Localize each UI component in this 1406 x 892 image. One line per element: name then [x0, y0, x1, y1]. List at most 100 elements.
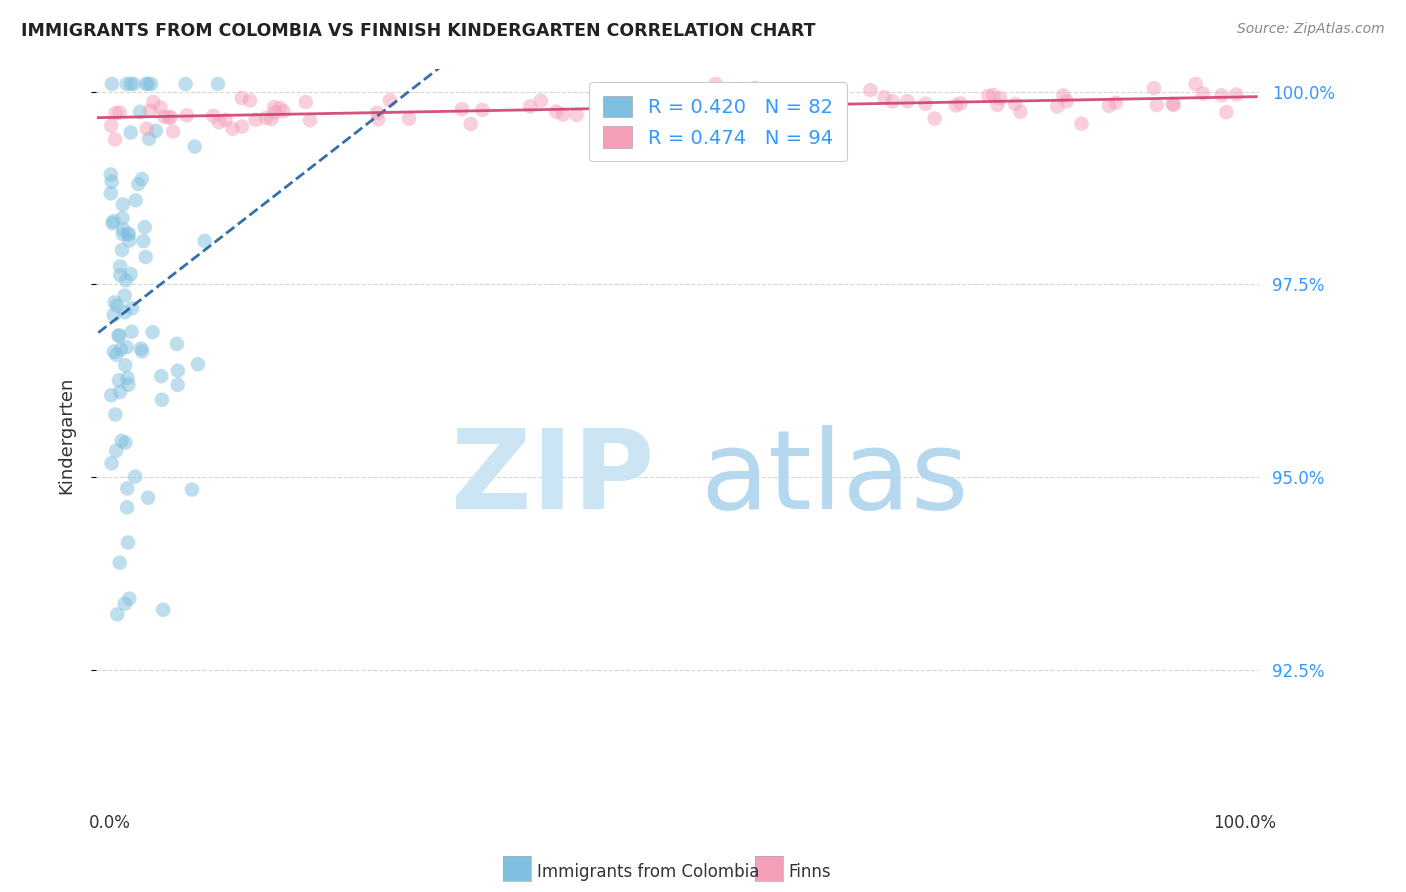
- Point: [162, 124, 184, 138]
- Point: [124, 469, 146, 483]
- Point: [166, 337, 188, 351]
- Point: [254, 111, 277, 125]
- Point: [747, 103, 769, 117]
- Point: [117, 535, 139, 549]
- Point: [208, 115, 231, 129]
- Point: [159, 110, 181, 124]
- Point: [157, 111, 180, 125]
- Point: [138, 132, 160, 146]
- Point: [451, 102, 474, 116]
- Point: [245, 112, 267, 127]
- Point: [977, 88, 1000, 103]
- Point: [166, 364, 188, 378]
- Point: [616, 95, 638, 109]
- Point: [103, 344, 125, 359]
- Point: [134, 220, 156, 235]
- Point: [100, 168, 122, 182]
- Point: [103, 214, 125, 228]
- Point: [139, 103, 162, 118]
- Point: [114, 359, 136, 373]
- Point: [1225, 87, 1247, 102]
- Point: [114, 597, 136, 611]
- Point: [135, 250, 157, 264]
- Point: [108, 260, 131, 274]
- Point: [114, 288, 136, 302]
- Point: [367, 112, 389, 127]
- Point: [152, 603, 174, 617]
- Point: [174, 77, 197, 91]
- Point: [260, 112, 283, 127]
- Point: [949, 96, 972, 111]
- Point: [207, 77, 229, 91]
- Point: [125, 194, 148, 208]
- Point: [111, 211, 134, 225]
- Text: Finns: Finns: [789, 863, 831, 881]
- Point: [100, 119, 122, 133]
- Point: [118, 227, 141, 241]
- Point: [112, 223, 135, 237]
- Point: [882, 95, 904, 109]
- Point: [129, 104, 152, 119]
- Point: [107, 373, 129, 387]
- Point: [460, 117, 482, 131]
- Point: [141, 77, 163, 91]
- Point: [1004, 97, 1026, 112]
- Point: [104, 106, 127, 120]
- Point: [231, 120, 253, 134]
- Point: [1163, 98, 1185, 112]
- Point: [727, 107, 749, 121]
- Point: [1143, 81, 1166, 95]
- Point: [780, 92, 803, 106]
- Point: [132, 234, 155, 248]
- Point: [111, 243, 134, 257]
- Point: [110, 268, 132, 282]
- Point: [519, 99, 541, 113]
- Point: [114, 305, 136, 319]
- Point: [150, 369, 173, 384]
- Point: [120, 126, 142, 140]
- Point: [136, 77, 159, 91]
- Point: [107, 328, 129, 343]
- Point: [108, 384, 131, 399]
- Point: [105, 443, 128, 458]
- Point: [117, 227, 139, 242]
- Point: [117, 482, 139, 496]
- Point: [127, 177, 149, 191]
- Point: [100, 175, 122, 189]
- Point: [873, 90, 896, 104]
- Legend: R = 0.420   N = 82, R = 0.474   N = 94: R = 0.420 N = 82, R = 0.474 N = 94: [589, 82, 846, 161]
- Point: [176, 108, 198, 122]
- Point: [129, 342, 152, 356]
- Point: [859, 83, 882, 97]
- Point: [122, 77, 145, 91]
- Point: [115, 273, 138, 287]
- Point: [565, 108, 588, 122]
- Point: [1070, 117, 1092, 131]
- Text: IMMIGRANTS FROM COLOMBIA VS FINNISH KINDERGARTEN CORRELATION CHART: IMMIGRANTS FROM COLOMBIA VS FINNISH KIND…: [21, 22, 815, 40]
- Point: [366, 105, 388, 120]
- Point: [231, 91, 253, 105]
- Point: [194, 234, 217, 248]
- Point: [378, 94, 401, 108]
- Point: [104, 295, 127, 310]
- Point: [150, 392, 173, 407]
- Point: [115, 340, 138, 354]
- Point: [142, 95, 165, 109]
- Point: [294, 95, 316, 109]
- Point: [471, 103, 494, 117]
- Point: [752, 103, 775, 117]
- Point: [108, 105, 131, 120]
- Y-axis label: Kindergarten: Kindergarten: [58, 376, 75, 493]
- Point: [111, 227, 134, 241]
- Point: [121, 325, 143, 339]
- Point: [1184, 77, 1206, 91]
- Point: [634, 94, 657, 108]
- Text: Immigrants from Colombia: Immigrants from Colombia: [537, 863, 759, 881]
- Point: [100, 186, 122, 201]
- Point: [101, 216, 124, 230]
- Point: [398, 112, 420, 126]
- Point: [101, 77, 124, 91]
- Point: [546, 104, 568, 119]
- Point: [801, 101, 824, 115]
- Point: [120, 77, 142, 91]
